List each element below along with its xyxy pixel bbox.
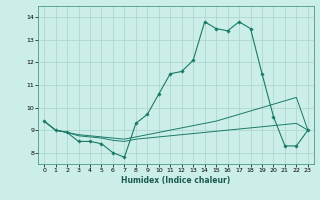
X-axis label: Humidex (Indice chaleur): Humidex (Indice chaleur) <box>121 176 231 185</box>
